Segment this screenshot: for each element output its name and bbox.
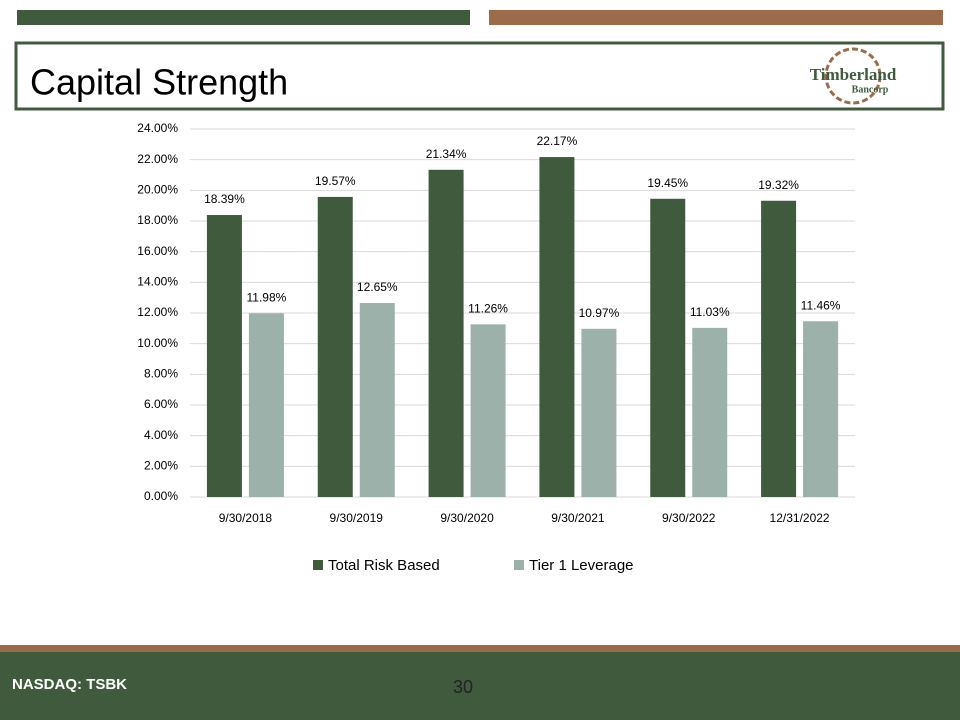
value-label: 19.45%: [647, 176, 688, 190]
value-label: 12.65%: [357, 280, 398, 294]
y-tick-label: 16.00%: [137, 244, 178, 258]
value-label: 11.03%: [690, 305, 730, 319]
x-tick-label: 9/30/2019: [330, 511, 384, 525]
y-tick-label: 22.00%: [137, 152, 178, 166]
y-tick-label: 18.00%: [137, 213, 178, 227]
header-bar: [17, 10, 470, 25]
legend-swatch: [514, 560, 524, 570]
value-label: 21.34%: [426, 147, 467, 161]
bar: [539, 157, 575, 497]
logo-ring: [824, 47, 882, 105]
title-box: [14, 41, 945, 111]
y-tick-label: 14.00%: [137, 275, 178, 289]
page-number: 30: [453, 677, 473, 697]
y-tick-label: 8.00%: [144, 367, 178, 381]
bar: [470, 324, 506, 497]
y-tick-label: 4.00%: [144, 428, 178, 442]
value-label: 11.98%: [247, 290, 287, 304]
logo: Timberland Bancorp: [810, 47, 897, 105]
y-tick-label: 20.00%: [137, 183, 178, 197]
bar: [428, 169, 464, 497]
y-tick-label: 2.00%: [144, 459, 178, 473]
x-tick-label: 9/30/2018: [219, 511, 273, 525]
value-label: 11.46%: [801, 298, 841, 312]
bar: [206, 215, 242, 497]
y-tick-label: 0.00%: [144, 489, 178, 503]
footer: [0, 652, 960, 720]
value-label: 19.32%: [758, 178, 799, 192]
legend-label: Tier 1 Leverage: [529, 557, 634, 574]
bar: [761, 200, 797, 497]
bar: [317, 196, 353, 497]
x-tick-label: 12/31/2022: [770, 511, 830, 525]
header-bar: [489, 10, 943, 25]
y-tick-label: 24.00%: [137, 121, 178, 135]
bar: [650, 198, 686, 497]
bar: [692, 327, 728, 497]
footer-line: [0, 645, 960, 652]
x-tick-label: 9/30/2021: [551, 511, 605, 525]
bar: [581, 328, 617, 497]
y-tick-label: 10.00%: [137, 336, 178, 350]
x-tick-label: 9/30/2020: [440, 511, 494, 525]
value-label: 10.97%: [579, 306, 620, 320]
legend-swatch: [313, 560, 323, 570]
ticker: NASDAQ: TSBK: [12, 676, 127, 693]
chart-title: Capital Strength: [30, 62, 288, 103]
bar: [803, 321, 839, 497]
legend-label: Total Risk Based: [328, 557, 440, 574]
bar: [359, 303, 395, 497]
value-label: 22.17%: [537, 134, 578, 148]
y-tick-label: 12.00%: [137, 305, 178, 319]
bar: [248, 313, 284, 497]
logo-sub: Bancorp: [852, 84, 889, 95]
logo-name: Timberland: [810, 65, 897, 84]
value-label: 18.39%: [204, 192, 245, 206]
x-tick-label: 9/30/2022: [662, 511, 716, 525]
value-label: 11.26%: [468, 302, 508, 316]
y-tick-label: 6.00%: [144, 397, 178, 411]
value-label: 19.57%: [315, 174, 356, 188]
